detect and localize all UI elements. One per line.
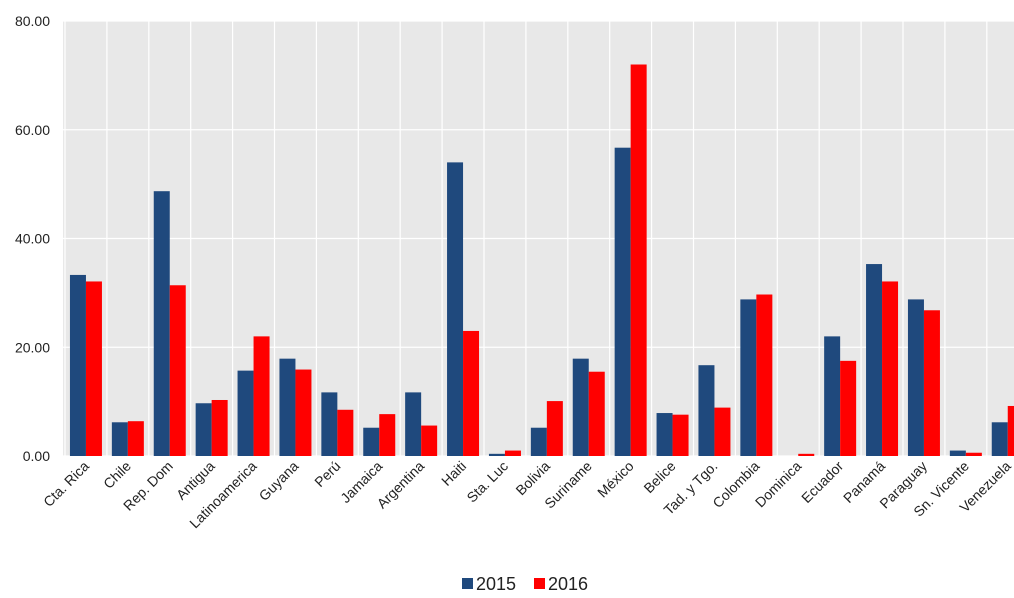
x-tick-label: Perú: [311, 458, 343, 490]
x-tick-label: Haiti: [438, 458, 469, 489]
bar-2016-10: [504, 450, 521, 456]
bar-2016-18: [840, 360, 857, 456]
bar-2015-18: [824, 336, 841, 456]
bars: [69, 64, 1014, 456]
x-tick-label: Cta. Rica: [40, 458, 92, 510]
x-tick-label: Bolivia: [512, 458, 553, 499]
bar-2016-11: [546, 401, 563, 456]
bar-2016-1: [127, 421, 144, 456]
legend-label: 2016: [548, 574, 588, 594]
legend-swatch-2016: [534, 578, 545, 589]
bar-2016-14: [672, 414, 689, 456]
bar-2016-21: [965, 452, 982, 456]
bar-2015-19: [866, 264, 883, 456]
y-tick-label: 40.00: [15, 231, 50, 247]
bar-2015-11: [530, 427, 547, 456]
bar-2015-2: [153, 191, 170, 456]
y-tick-label: 20.00: [15, 339, 50, 355]
bar-2016-6: [337, 409, 354, 456]
bar-2016-16: [756, 294, 773, 456]
bar-2016-7: [379, 414, 396, 456]
bar-2015-7: [363, 427, 380, 456]
bar-2016-22: [1007, 405, 1014, 456]
bar-2015-12: [572, 358, 589, 456]
x-tick-label: Chile: [100, 458, 134, 492]
y-axis-ticks: 0.00 20.00 40.00 60.00 80.00: [15, 13, 50, 464]
bar-2015-22: [991, 422, 1008, 456]
bar-2015-15: [698, 365, 715, 456]
bar-2016-0: [85, 281, 102, 456]
bar-2016-2: [169, 285, 186, 456]
x-tick-label: Guyana: [256, 458, 302, 504]
bar-2016-9: [463, 330, 480, 456]
y-tick-label: 80.00: [15, 13, 50, 29]
x-tick-label: Ecuador: [798, 458, 846, 506]
bar-2016-8: [421, 425, 438, 456]
bar-2016-12: [588, 371, 605, 456]
bar-2016-19: [882, 281, 899, 456]
bar-2015-9: [447, 162, 464, 456]
x-tick-label: México: [594, 458, 637, 501]
bar-2015-8: [405, 392, 422, 456]
bar-2016-3: [211, 399, 228, 456]
bar-2015-0: [69, 274, 86, 456]
bar-2016-17: [798, 453, 815, 456]
bar-2016-15: [714, 407, 731, 456]
x-tick-label: Sta. Luc: [463, 458, 511, 506]
legend-swatch-2015: [462, 578, 473, 589]
bar-2015-14: [656, 413, 673, 456]
bar-2015-1: [111, 422, 128, 456]
grid-lines: [63, 20, 1014, 457]
x-tick-label: Dominica: [752, 458, 805, 511]
legend: 2015 2016: [462, 574, 588, 594]
bar-2015-13: [614, 147, 631, 456]
bar-2015-4: [237, 370, 254, 456]
y-tick-label: 60.00: [15, 122, 50, 138]
bar-2015-6: [321, 392, 338, 456]
legend-label: 2015: [476, 574, 516, 594]
bar-2016-4: [253, 336, 270, 456]
bar-2016-13: [630, 64, 647, 456]
bar-2015-16: [740, 299, 757, 456]
bar-2015-21: [949, 450, 966, 456]
bar-2016-5: [295, 369, 312, 456]
y-tick-label: 0.00: [23, 448, 50, 464]
x-tick-label: Belice: [640, 458, 678, 496]
bar-2015-10: [488, 453, 505, 456]
bar-2015-3: [195, 403, 212, 456]
bar-2015-20: [907, 299, 924, 456]
bar-2016-20: [923, 310, 940, 456]
bar-2015-5: [279, 358, 296, 456]
